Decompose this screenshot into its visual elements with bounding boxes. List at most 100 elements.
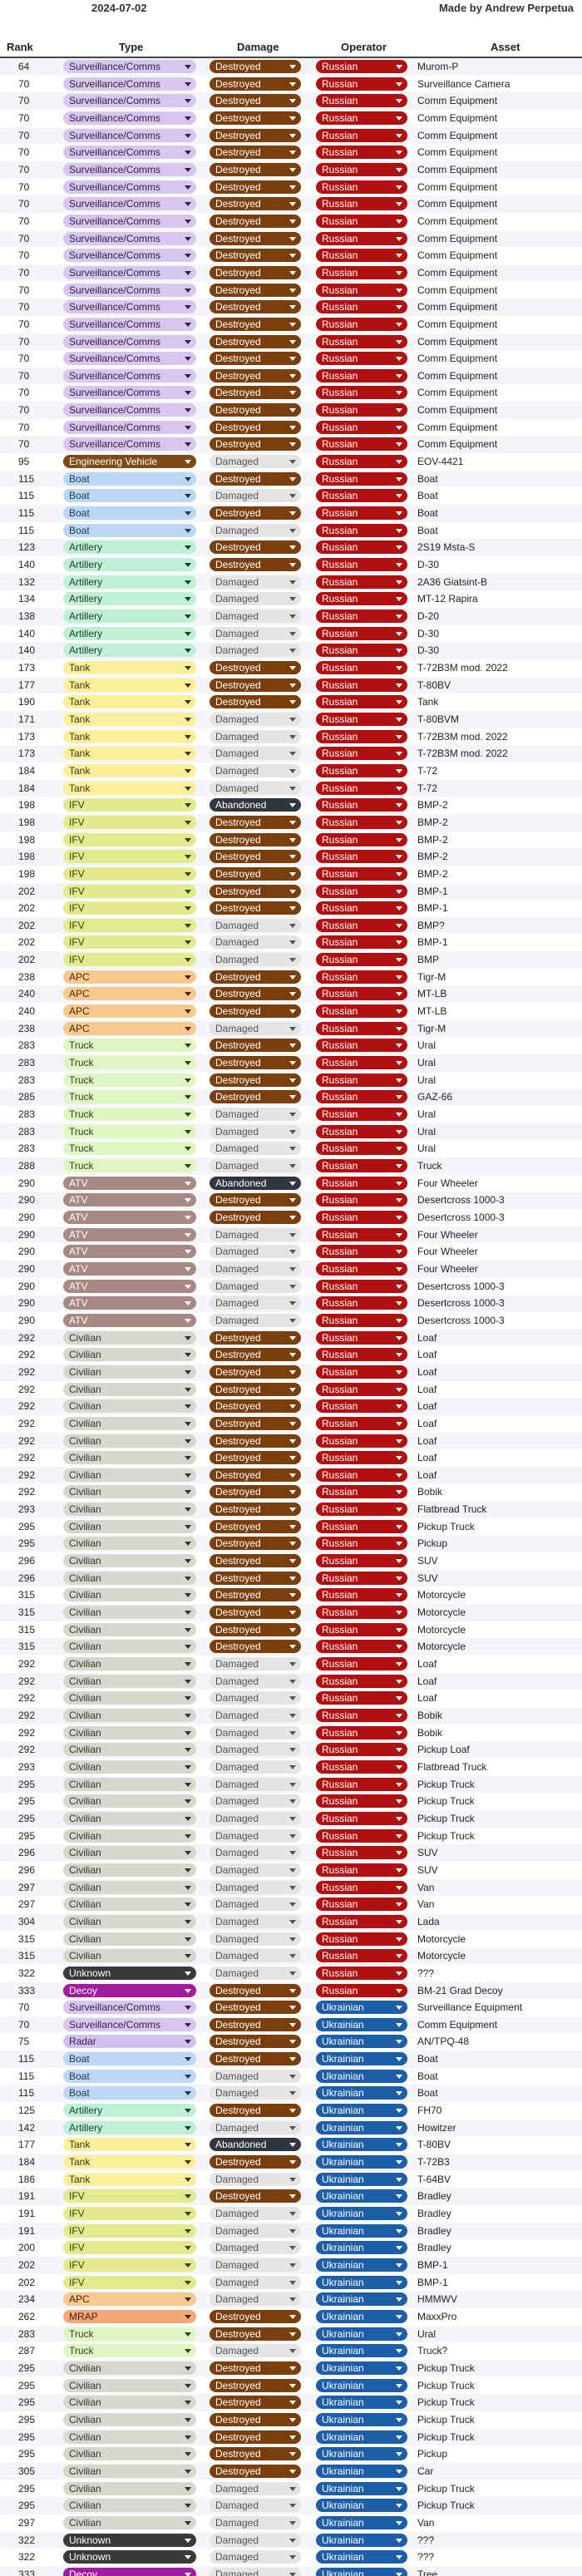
type-dropdown[interactable]: Truck bbox=[63, 1056, 196, 1070]
damage-dropdown[interactable]: Damaged bbox=[210, 1245, 301, 1259]
operator-dropdown[interactable]: Russian bbox=[316, 1759, 407, 1774]
damage-dropdown[interactable]: Damaged bbox=[210, 592, 301, 606]
damage-dropdown[interactable]: Damaged bbox=[210, 609, 301, 623]
type-dropdown[interactable]: APC bbox=[63, 2292, 196, 2307]
type-dropdown[interactable]: Civilian bbox=[63, 1468, 196, 1482]
operator-dropdown[interactable]: Ukrainian bbox=[316, 2086, 407, 2100]
operator-dropdown[interactable]: Ukrainian bbox=[316, 2104, 407, 2118]
operator-dropdown[interactable]: Russian bbox=[316, 471, 407, 486]
operator-dropdown[interactable]: Russian bbox=[316, 197, 407, 211]
type-dropdown[interactable]: IFV bbox=[63, 2223, 196, 2238]
damage-dropdown[interactable]: Damaged bbox=[210, 1914, 301, 1928]
operator-dropdown[interactable]: Russian bbox=[316, 609, 407, 623]
operator-dropdown[interactable]: Ukrainian bbox=[316, 2412, 407, 2426]
operator-dropdown[interactable]: Ukrainian bbox=[316, 2138, 407, 2152]
operator-dropdown[interactable]: Russian bbox=[316, 970, 407, 984]
type-dropdown[interactable]: Civilian bbox=[63, 1606, 196, 1620]
damage-dropdown[interactable]: Destroyed bbox=[210, 283, 301, 297]
operator-dropdown[interactable]: Russian bbox=[316, 1382, 407, 1396]
type-dropdown[interactable]: Civilian bbox=[63, 1811, 196, 1825]
damage-dropdown[interactable]: Damaged bbox=[210, 2533, 301, 2547]
damage-dropdown[interactable]: Destroyed bbox=[210, 1640, 301, 1654]
damage-dropdown[interactable]: Damaged bbox=[210, 2499, 301, 2513]
damage-dropdown[interactable]: Damaged bbox=[210, 455, 301, 469]
damage-dropdown[interactable]: Destroyed bbox=[210, 1571, 301, 1585]
type-dropdown[interactable]: Civilian bbox=[63, 1519, 196, 1533]
damage-dropdown[interactable]: Damaged bbox=[210, 953, 301, 967]
type-dropdown[interactable]: Civilian bbox=[63, 2499, 196, 2513]
operator-dropdown[interactable]: Ukrainian bbox=[316, 2550, 407, 2564]
operator-dropdown[interactable]: Ukrainian bbox=[316, 2017, 407, 2031]
type-dropdown[interactable]: Boat bbox=[63, 506, 196, 521]
operator-dropdown[interactable]: Russian bbox=[316, 1846, 407, 1860]
operator-dropdown[interactable]: Russian bbox=[316, 815, 407, 829]
type-dropdown[interactable]: ATV bbox=[63, 1227, 196, 1241]
operator-dropdown[interactable]: Russian bbox=[316, 437, 407, 452]
damage-dropdown[interactable]: Destroyed bbox=[210, 506, 301, 521]
damage-dropdown[interactable]: Destroyed bbox=[210, 660, 301, 674]
type-dropdown[interactable]: Tank bbox=[63, 695, 196, 709]
damage-dropdown[interactable]: Destroyed bbox=[210, 2378, 301, 2392]
damage-dropdown[interactable]: Damaged bbox=[210, 2120, 301, 2134]
type-dropdown[interactable]: Surveillance/Comms bbox=[63, 94, 196, 108]
operator-dropdown[interactable]: Russian bbox=[316, 866, 407, 881]
damage-dropdown[interactable]: Destroyed bbox=[210, 884, 301, 898]
damage-dropdown[interactable]: Damaged bbox=[210, 1725, 301, 1740]
damage-dropdown[interactable]: Destroyed bbox=[210, 1330, 301, 1345]
operator-dropdown[interactable]: Russian bbox=[316, 489, 407, 503]
damage-dropdown[interactable]: Damaged bbox=[210, 712, 301, 726]
damage-dropdown[interactable]: Destroyed bbox=[210, 1468, 301, 1482]
type-dropdown[interactable]: Truck bbox=[63, 1124, 196, 1138]
type-dropdown[interactable]: Surveillance/Comms bbox=[63, 265, 196, 279]
damage-dropdown[interactable]: Damaged bbox=[210, 1142, 301, 1156]
operator-dropdown[interactable]: Russian bbox=[316, 695, 407, 709]
damage-dropdown[interactable]: Destroyed bbox=[210, 2001, 301, 2015]
operator-dropdown[interactable]: Ukrainian bbox=[316, 2035, 407, 2049]
operator-dropdown[interactable]: Ukrainian bbox=[316, 2361, 407, 2375]
type-dropdown[interactable]: Surveillance/Comms bbox=[63, 420, 196, 434]
operator-dropdown[interactable]: Russian bbox=[316, 747, 407, 761]
type-dropdown[interactable]: Surveillance/Comms bbox=[63, 214, 196, 228]
damage-dropdown[interactable]: Destroyed bbox=[210, 695, 301, 709]
operator-dropdown[interactable]: Russian bbox=[316, 1914, 407, 1928]
type-dropdown[interactable]: Artillery bbox=[63, 575, 196, 589]
operator-dropdown[interactable]: Russian bbox=[316, 987, 407, 1001]
operator-dropdown[interactable]: Russian bbox=[316, 265, 407, 279]
operator-dropdown[interactable]: Ukrainian bbox=[316, 2378, 407, 2392]
damage-dropdown[interactable]: Damaged bbox=[210, 1759, 301, 1774]
damage-dropdown[interactable]: Destroyed bbox=[210, 471, 301, 486]
operator-dropdown[interactable]: Russian bbox=[316, 1021, 407, 1035]
damage-dropdown[interactable]: Destroyed bbox=[210, 901, 301, 915]
operator-dropdown[interactable]: Russian bbox=[316, 1348, 407, 1362]
operator-dropdown[interactable]: Russian bbox=[316, 386, 407, 400]
damage-dropdown[interactable]: Destroyed bbox=[210, 352, 301, 366]
operator-dropdown[interactable]: Russian bbox=[316, 111, 407, 125]
damage-dropdown[interactable]: Damaged bbox=[210, 1743, 301, 1757]
damage-dropdown[interactable]: Damaged bbox=[210, 1313, 301, 1327]
damage-dropdown[interactable]: Destroyed bbox=[210, 146, 301, 160]
type-dropdown[interactable]: Surveillance/Comms bbox=[63, 76, 196, 91]
type-dropdown[interactable]: Civilian bbox=[63, 1674, 196, 1688]
type-dropdown[interactable]: Truck bbox=[63, 1159, 196, 1172]
type-dropdown[interactable]: Surveillance/Comms bbox=[63, 111, 196, 125]
operator-dropdown[interactable]: Russian bbox=[316, 1159, 407, 1172]
damage-dropdown[interactable]: Damaged bbox=[210, 2086, 301, 2100]
damage-dropdown[interactable]: Destroyed bbox=[210, 2361, 301, 2375]
damage-dropdown[interactable]: Destroyed bbox=[210, 2155, 301, 2169]
type-dropdown[interactable]: Surveillance/Comms bbox=[63, 368, 196, 382]
operator-dropdown[interactable]: Russian bbox=[316, 1519, 407, 1533]
type-dropdown[interactable]: Civilian bbox=[63, 2430, 196, 2444]
damage-dropdown[interactable]: Damaged bbox=[210, 781, 301, 795]
type-dropdown[interactable]: Artillery bbox=[63, 558, 196, 572]
type-dropdown[interactable]: Civilian bbox=[63, 1451, 196, 1465]
type-dropdown[interactable]: Civilian bbox=[63, 1743, 196, 1757]
damage-dropdown[interactable]: Damaged bbox=[210, 2172, 301, 2186]
type-dropdown[interactable]: Civilian bbox=[63, 2481, 196, 2495]
type-dropdown[interactable]: IFV bbox=[63, 953, 196, 967]
damage-dropdown[interactable]: Destroyed bbox=[210, 368, 301, 382]
damage-dropdown[interactable]: Damaged bbox=[210, 1709, 301, 1722]
operator-dropdown[interactable]: Russian bbox=[316, 1313, 407, 1327]
damage-dropdown[interactable]: Damaged bbox=[210, 2258, 301, 2272]
type-dropdown[interactable]: Surveillance/Comms bbox=[63, 334, 196, 348]
damage-dropdown[interactable]: Damaged bbox=[210, 2344, 301, 2358]
